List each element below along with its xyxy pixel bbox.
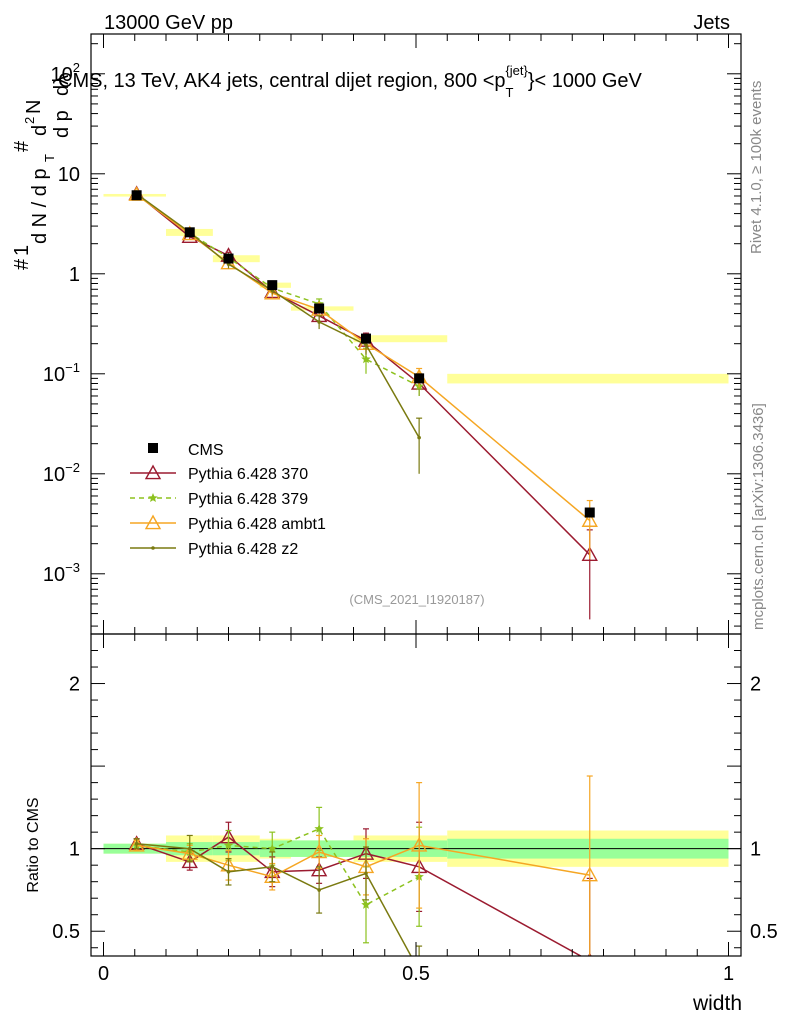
- svg-text:N: N: [23, 100, 45, 114]
- y-tick-label-main: 102: [51, 60, 80, 86]
- ratio-panel-frame: [90, 633, 742, 957]
- y-tick-label-ratio-right: 1: [750, 839, 761, 861]
- x-tick-label: 0.5: [402, 963, 430, 985]
- series-marker-ratio: [270, 865, 275, 869]
- mcplots-source-label: mcplots.cern.ch [arXiv:1306.3436]: [750, 403, 767, 630]
- series-marker-ratio: [581, 866, 598, 882]
- main-total-uncertainty-band: [447, 373, 729, 384]
- svg-text:d N / d p: d N / d p: [29, 168, 51, 244]
- main-panel-bands: [103, 193, 729, 384]
- series-marker-ratio: [134, 841, 139, 846]
- header-jets-label: Jets: [693, 12, 730, 34]
- x-axis-label: width: [692, 992, 742, 1015]
- legend-label: Pythia 6.428 379: [188, 491, 308, 508]
- data-point-cms: [584, 507, 595, 518]
- data-point-cms: [267, 280, 278, 291]
- series-line-ratio: [136, 844, 590, 878]
- legend-label: Pythia 6.428 ambt1: [188, 516, 326, 533]
- header-energy-label: 13000 GeV pp: [104, 12, 233, 34]
- series-marker-ratio: [310, 843, 328, 859]
- main-y-axis-label: # 1 d N / d p T # d 2 N d p dλ: [11, 75, 73, 270]
- legend-label-cms: CMS: [188, 442, 224, 459]
- series-marker-main: [581, 512, 598, 527]
- y-tick-label-main: 1: [69, 264, 80, 286]
- series-marker-ratio: [361, 899, 371, 909]
- y-tick-label-ratio-right: 0.5: [750, 921, 778, 943]
- main-total-uncertainty-band: [353, 335, 448, 343]
- series-marker-ratio: [187, 846, 192, 851]
- series-line-main: [136, 193, 420, 387]
- y-tick-label-ratio: 0.5: [52, 921, 80, 943]
- svg-text:#: #: [11, 140, 33, 152]
- legend-label: Pythia 6.428 370: [188, 466, 308, 483]
- series-marker-ratio: [267, 843, 278, 853]
- svg-text:1: 1: [11, 245, 33, 256]
- series-marker-ratio: [181, 853, 198, 869]
- series-marker-ratio: [317, 888, 321, 892]
- rivet-version-label: Rivet 4.1.0, ≥ 100k events: [748, 81, 765, 254]
- series-marker-main: [581, 546, 598, 562]
- data-point-cms: [361, 333, 371, 344]
- data-point-cms: [184, 227, 195, 238]
- series-marker-main: [361, 354, 371, 364]
- y-tick-label-main: 10: [58, 164, 80, 186]
- y-tick-label-ratio: 1: [69, 839, 80, 861]
- series-marker-main: [364, 342, 368, 347]
- legend: CMS Pythia 6.428 370 Pythia 6.428 379 Pythi…: [130, 442, 326, 558]
- data-point-cms: [314, 303, 325, 314]
- legend-marker: [144, 464, 162, 480]
- legend-marker-cms: [148, 443, 158, 453]
- series-marker-ratio: [364, 871, 368, 876]
- main-total-uncertainty-band: [212, 255, 260, 263]
- svg-text:T: T: [42, 154, 57, 162]
- y-tick-label-main: 10−2: [43, 460, 80, 486]
- legend-marker: [148, 493, 158, 503]
- series-marker-main: [417, 435, 421, 440]
- svg-text:#: #: [11, 258, 33, 270]
- analysis-id-label: (CMS_2021_I1920187): [349, 592, 484, 607]
- series-marker-ratio: [410, 836, 428, 852]
- x-tick-label: 1: [723, 963, 734, 985]
- ratio-panel-series: [128, 775, 598, 956]
- legend-marker: [144, 514, 162, 530]
- series-marker-ratio: [314, 823, 324, 833]
- data-point-cms: [223, 253, 234, 264]
- y-tick-label-ratio: 2: [69, 674, 80, 696]
- legend-label: Pythia 6.428 z2: [188, 541, 298, 558]
- series-marker-ratio: [264, 868, 281, 884]
- y-tick-label-ratio-right: 2: [750, 674, 761, 696]
- main-panel-ticks: 10−3 10−2 10−1 1 10 102: [43, 34, 741, 634]
- y-tick-label-main: 10−3: [43, 560, 80, 586]
- svg-text:2: 2: [22, 117, 37, 124]
- ratio-panel-ticks: 0 0.5 1 0.5 0.5 1 1 2 2: [52, 634, 778, 985]
- y-tick-label-main: 10−1: [43, 360, 80, 386]
- x-tick-label: 0: [98, 963, 109, 985]
- data-point-cms: [414, 373, 425, 384]
- svg-text:d: d: [29, 125, 51, 136]
- ratio-y-axis-label: Ratio to CMS: [25, 797, 42, 892]
- series-marker-ratio: [226, 869, 231, 874]
- legend-marker: [151, 546, 155, 550]
- svg-text:dλ: dλ: [51, 75, 73, 96]
- chart-title: CMS, 13 TeV, AK4 jets, central dijet reg…: [58, 63, 643, 100]
- series-marker-ratio: [223, 840, 234, 850]
- main-panel-data-points: [131, 190, 595, 518]
- series-marker-main: [317, 320, 321, 324]
- svg-text:d p: d p: [51, 110, 73, 138]
- data-point-cms: [131, 190, 142, 201]
